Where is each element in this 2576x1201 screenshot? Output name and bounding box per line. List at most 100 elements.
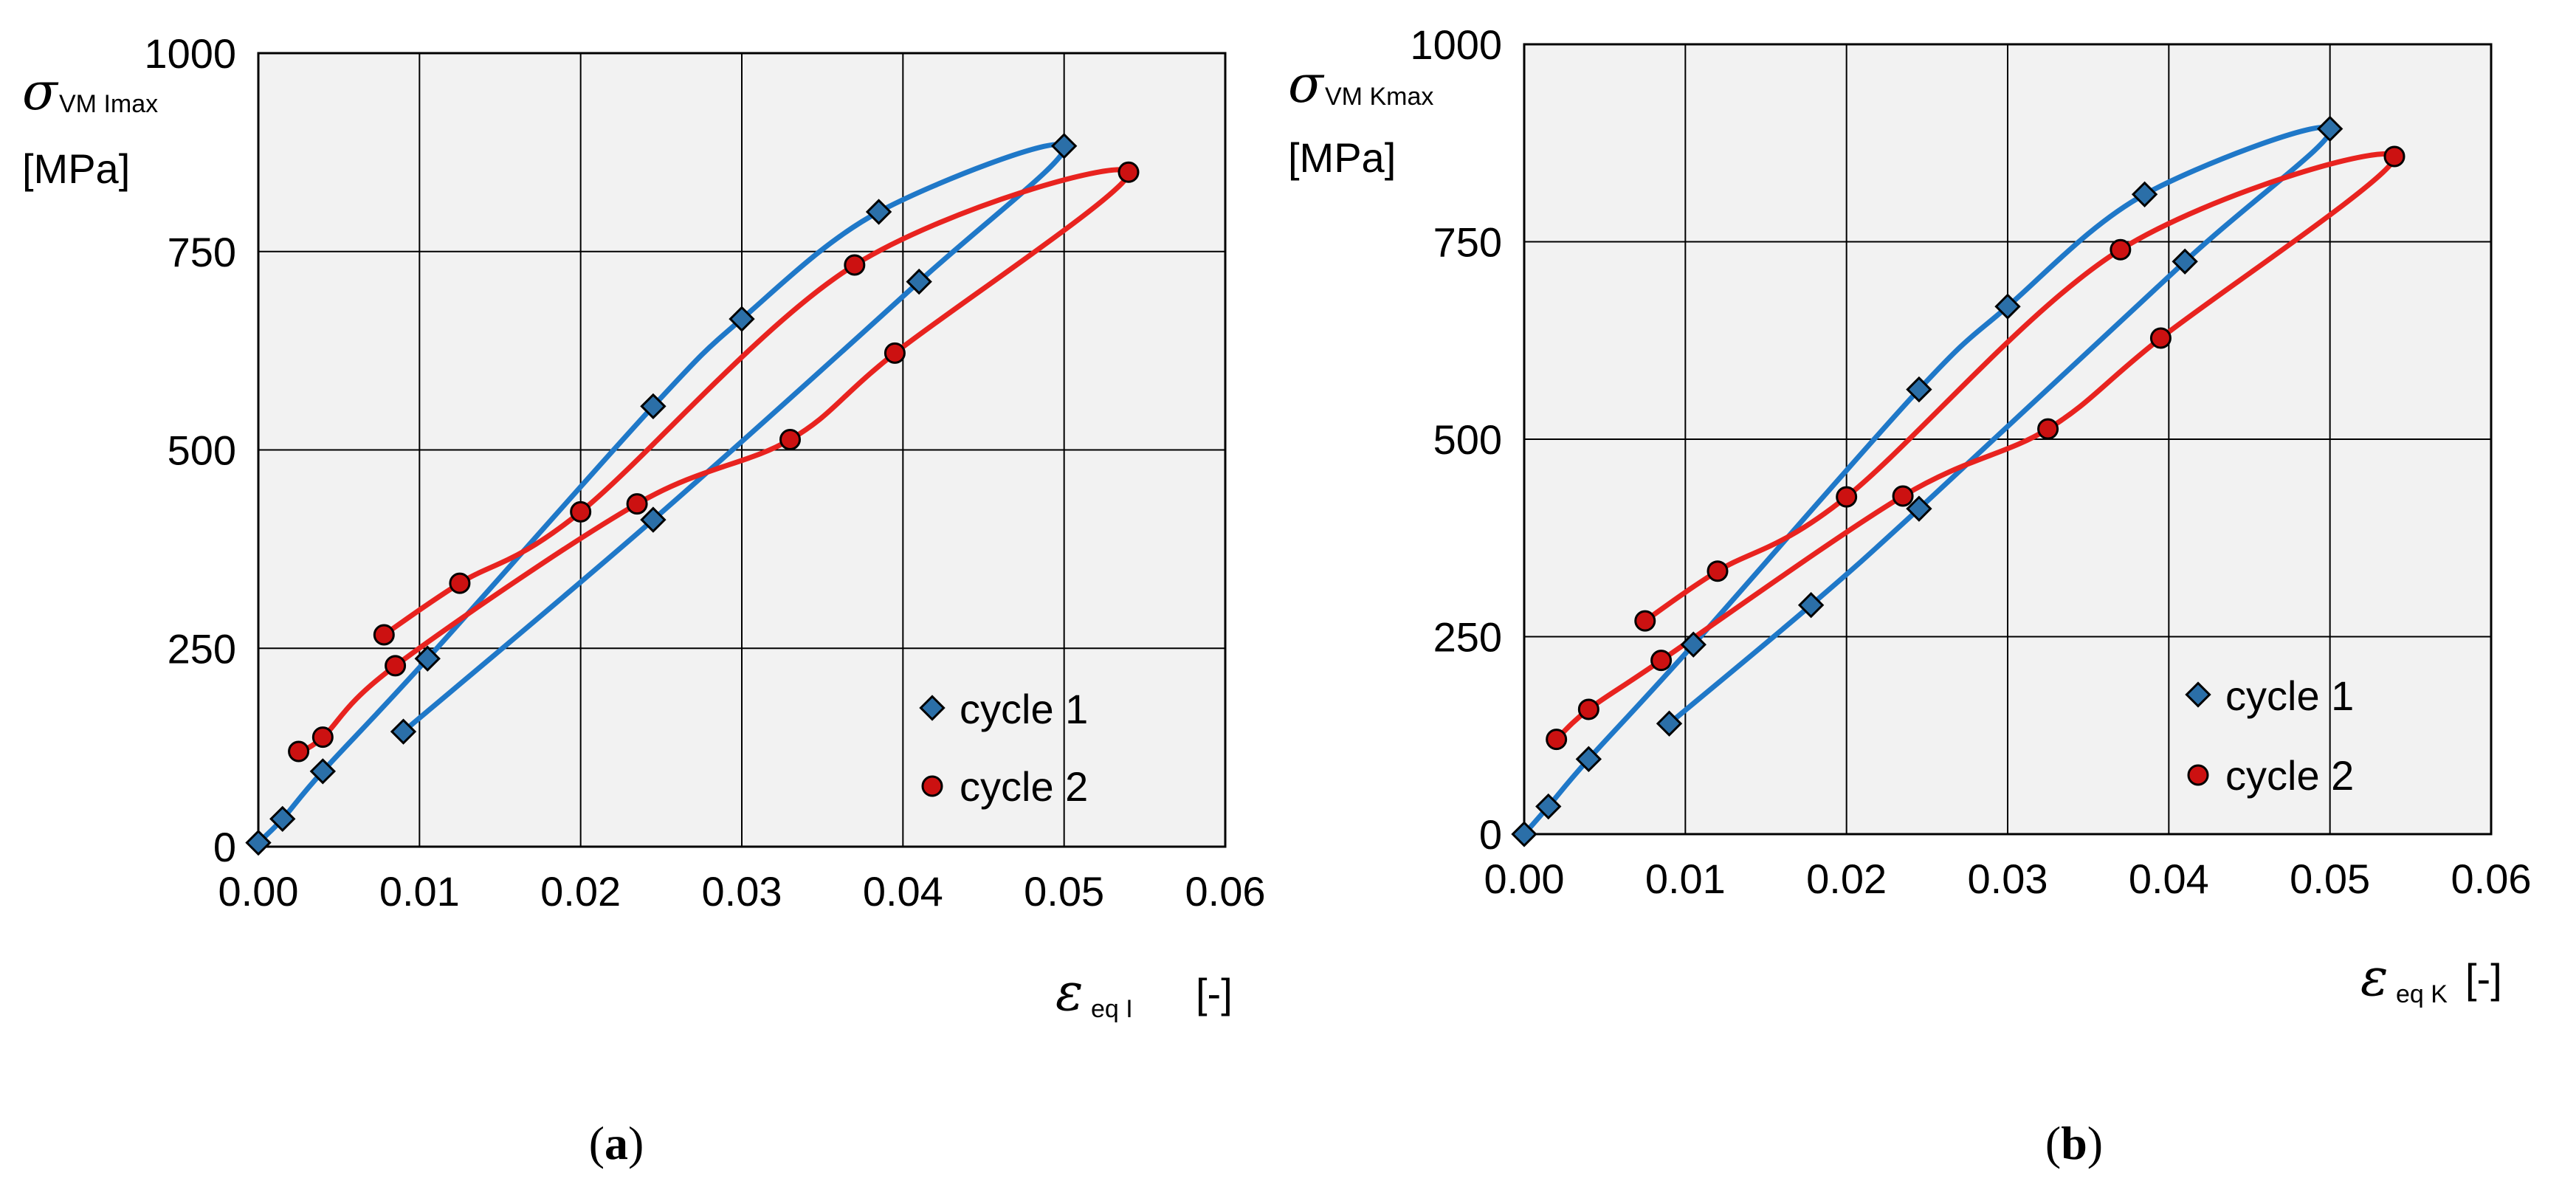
data-point-b-cycle1-9 [1906, 495, 1932, 522]
data-point-a-cycle1-2 [309, 758, 337, 785]
data-point-b-cycle1-11 [1656, 710, 1683, 737]
caption-a: (a) [589, 1117, 644, 1169]
caption-b: (b) [2045, 1117, 2103, 1169]
legend-item-cycle1-a: cycle 1 [919, 686, 1088, 732]
legend-label-cycle2-b: cycle 2 [2225, 752, 2354, 799]
data-point-a-cycle1-7 [1050, 133, 1078, 159]
data-point-a-cycle1-6 [865, 199, 892, 225]
data-point-a-cycle1-5 [729, 306, 755, 332]
x-tick-label-a-5: 0.05 [1024, 868, 1104, 915]
chart-panel-b: 0.00 0.01 0.02 0.03 0.04 0.05 0.06 0 250 500 750 1… [1288, 21, 2532, 1169]
caption-letter-a: a [605, 1117, 628, 1169]
x-axis-subscript-a: eq I [1091, 995, 1133, 1023]
data-point-b-cycle1-5 [1994, 293, 2021, 320]
data-point-a-cycle1-4 [640, 393, 667, 420]
legend-label-cycle1-b: cycle 1 [2225, 672, 2354, 719]
y-tick-label-a-2: 500 [168, 427, 236, 474]
x-tick-label-a-1: 0.01 [379, 868, 460, 915]
data-point-b-cycle2-8 [1836, 486, 1858, 508]
data-point-a-cycle2-0 [288, 740, 310, 763]
data-point-a-cycle2-6 [1117, 161, 1140, 183]
data-point-b-cycle1-0 [1511, 821, 1537, 847]
data-point-a-cycle1-8 [906, 268, 932, 295]
legend-item-cycle2-b: cycle 2 [2187, 752, 2354, 799]
y-axis-subscript-b: VM Kmax [1325, 83, 1433, 111]
y-tick-label-b-0: 0 [1479, 811, 1502, 858]
plot-frame-b [1523, 43, 2493, 836]
data-point-a-cycle2-7 [844, 254, 866, 276]
legend-label-cycle1-a: cycle 1 [960, 686, 1088, 732]
data-point-b-cycle2-9 [1707, 560, 1729, 582]
y-tick-labels-a: 0 250 500 750 1000 [144, 30, 236, 870]
y-tick-label-a-1: 250 [168, 625, 236, 672]
y-axis-title-b: σ VM Kmax [MPa] [1288, 54, 1433, 181]
data-point-b-cycle1-2 [1575, 746, 1602, 773]
data-point-b-cycle2-6 [2383, 145, 2405, 168]
legend-marker-cycle2-b [2187, 764, 2209, 786]
data-point-b-cycle1-3 [1680, 631, 1707, 658]
legend-b: cycle 1 cycle 2 [2185, 672, 2354, 799]
y-axis-symbol-b: σ [1288, 54, 1325, 114]
data-point-a-cycle1-10 [390, 718, 417, 745]
y-axis-unit-a: [MPa] [22, 145, 130, 192]
legend-a: cycle 1 cycle 2 [919, 686, 1088, 810]
data-point-b-cycle1-6 [2131, 181, 2158, 207]
x-axis-title-a: ε eq I [-] [1055, 962, 1233, 1023]
x-tick-label-b-5: 0.05 [2290, 856, 2370, 902]
y-axis-symbol-a: σ [22, 61, 59, 122]
chart-panel-a: 0.00 0.01 0.02 0.03 0.04 0.05 0.06 0 250 500 750 1… [22, 30, 1266, 1169]
data-point-a-cycle2-1 [311, 726, 334, 749]
data-point-a-cycle2-10 [373, 624, 395, 646]
data-point-b-cycle1-1 [1535, 793, 1562, 820]
data-point-b-cycle2-3 [1892, 485, 1914, 507]
legend-marker-cycle1-b [2185, 681, 2211, 708]
markers-b [1511, 115, 2405, 847]
x-tick-label-b-4: 0.04 [2129, 856, 2209, 902]
x-tick-label-b-3: 0.03 [1968, 856, 2048, 902]
x-axis-unit-a: [-] [1196, 970, 1233, 1016]
data-point-a-cycle2-8 [570, 500, 592, 523]
y-axis-title-a: σ VM Imax [MPa] [22, 61, 158, 192]
data-point-a-cycle2-5 [884, 342, 906, 364]
y-tick-labels-b: 0 250 500 750 1000 [1410, 21, 1502, 858]
data-point-a-cycle2-9 [449, 572, 471, 594]
data-point-a-cycle2-4 [779, 429, 801, 451]
caption-letter-b: b [2061, 1117, 2087, 1169]
y-tick-label-b-2: 500 [1433, 416, 1502, 463]
plot-frame-a [257, 52, 1227, 848]
x-tick-labels-a: 0.00 0.01 0.02 0.03 0.04 0.05 0.06 [218, 868, 1266, 915]
y-tick-label-b-4: 1000 [1410, 21, 1502, 68]
data-point-b-cycle2-4 [2037, 418, 2059, 440]
legend-item-cycle1-b: cycle 1 [2185, 672, 2354, 719]
data-point-a-cycle1-0 [245, 829, 272, 856]
x-tick-label-b-6: 0.06 [2451, 856, 2532, 902]
data-point-a-cycle2-2 [385, 655, 407, 677]
x-tick-label-a-2: 0.02 [540, 868, 621, 915]
x-tick-label-b-0: 0.00 [1484, 856, 1565, 902]
x-axis-symbol-a: ε [1055, 962, 1084, 1022]
legend-item-cycle2-a: cycle 2 [921, 763, 1088, 810]
y-tick-label-b-3: 750 [1433, 219, 1502, 266]
legend-label-cycle2-a: cycle 2 [960, 763, 1088, 810]
data-point-b-cycle1-10 [1797, 592, 1825, 619]
data-point-b-cycle2-7 [2110, 238, 2132, 261]
x-tick-labels-b: 0.00 0.01 0.02 0.03 0.04 0.05 0.06 [1484, 856, 2532, 902]
data-point-b-cycle2-2 [1650, 650, 1673, 672]
data-point-b-cycle1-7 [2316, 115, 2343, 142]
data-point-a-cycle2-3 [626, 493, 648, 515]
legend-marker-cycle2-a [921, 775, 943, 797]
x-tick-label-a-6: 0.06 [1185, 868, 1266, 915]
data-point-b-cycle2-5 [2149, 327, 2172, 349]
data-point-a-cycle1-3 [414, 645, 441, 672]
y-tick-label-a-0: 0 [213, 824, 236, 870]
legend-marker-cycle1-a [919, 695, 946, 721]
y-tick-label-b-1: 250 [1433, 614, 1502, 661]
x-tick-label-b-1: 0.01 [1645, 856, 1726, 902]
y-axis-subscript-a: VM Imax [59, 90, 158, 118]
x-axis-unit-b: [-] [2465, 955, 2502, 1002]
data-point-b-cycle2-10 [1634, 610, 1656, 632]
data-point-b-cycle1-4 [1906, 376, 1932, 403]
y-tick-label-a-4: 1000 [144, 30, 236, 77]
x-axis-subscript-b: eq K [2396, 980, 2448, 1008]
